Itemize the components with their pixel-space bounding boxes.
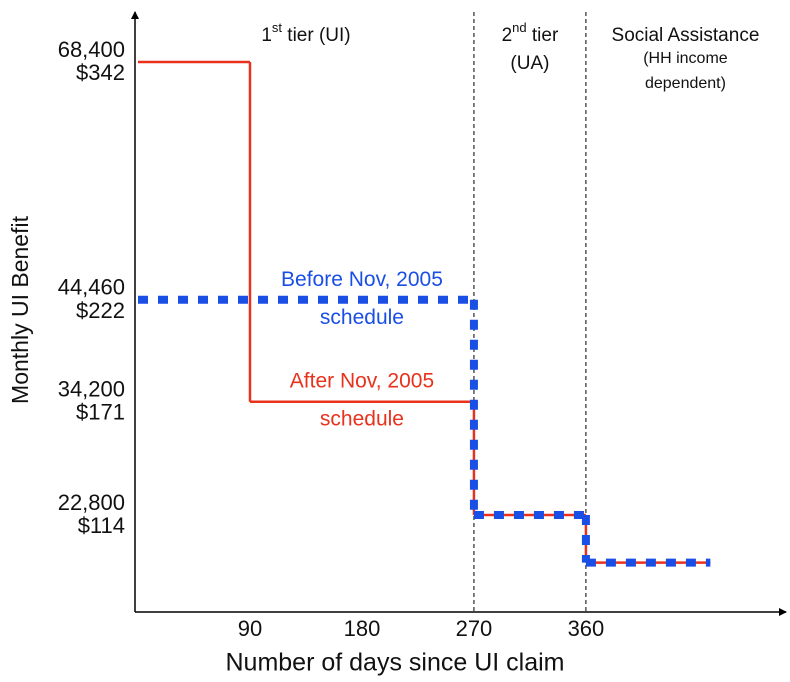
- y-axis-label: Monthly UI Benefit: [7, 215, 33, 404]
- y-tick-label: 22,800: [58, 490, 125, 515]
- region-label: dependent): [645, 75, 726, 92]
- x-tick-label: 180: [344, 616, 381, 641]
- y2-tick-label: $114: [78, 513, 125, 538]
- y-tick-label: 34,200: [58, 377, 125, 402]
- y2-tick-label: $171: [76, 400, 125, 425]
- y2-tick-label: $342: [76, 60, 125, 85]
- region-label: 2nd tier: [502, 20, 559, 46]
- region-label: Social Assistance: [612, 25, 760, 46]
- series-label: After Nov, 2005 schedule: [290, 369, 434, 430]
- series-label: Before Nov, 2005 schedule: [281, 267, 443, 328]
- x-axis-label: Number of days since UI claim: [225, 649, 564, 677]
- x-tick-label: 270: [456, 616, 493, 641]
- region-label: (UA): [510, 53, 549, 74]
- region-label: 1st tier (UI): [261, 20, 350, 46]
- region-label: (HH income: [643, 50, 728, 67]
- y-tick-label: 68,400: [58, 37, 125, 62]
- y2-tick-label: $222: [76, 298, 125, 323]
- y-tick-label: 44,460: [58, 275, 125, 300]
- x-tick-label: 360: [568, 616, 605, 641]
- x-tick-label: 90: [238, 616, 262, 641]
